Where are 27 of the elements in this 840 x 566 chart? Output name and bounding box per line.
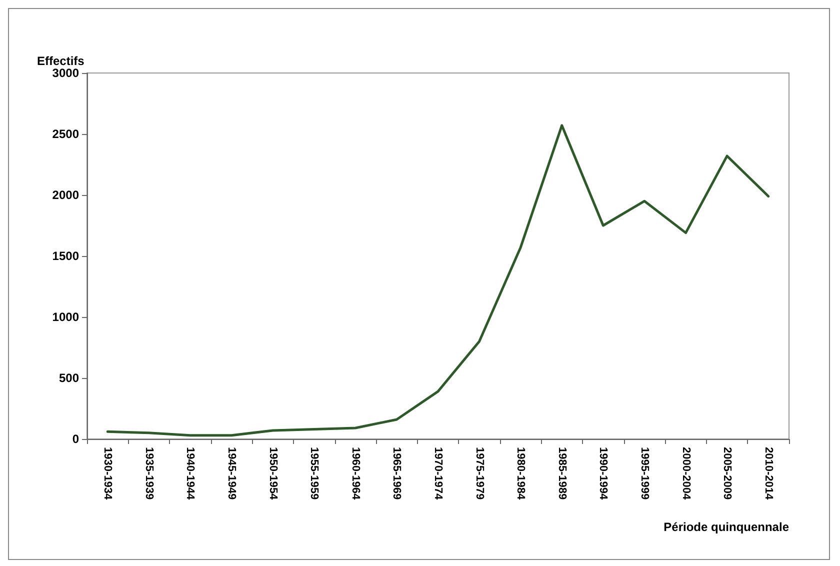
y-tick-label: 3000 [52,66,80,80]
y-tick-label: 2500 [52,127,80,141]
x-tick-label: 1960-1964 [349,447,362,500]
x-tick-label: 1970-1974 [432,447,444,500]
x-tick-label: 2000-2004 [680,447,692,500]
x-tick-label: 1985-1989 [556,447,568,500]
y-tick-label: 1000 [52,310,80,324]
x-tick-label: 1995-1999 [638,447,650,500]
line-series [106,124,770,437]
y-tick-label: 0 [72,432,80,446]
x-tick-label: 1935-1939 [142,447,155,500]
x-axis-title: Période quinquennale [664,520,790,534]
y-tick-label: 500 [58,371,80,385]
x-tick-label: 1975-1979 [473,447,486,500]
y-axis-title: Effectifs [37,54,85,68]
x-tick-label: 1930-1934 [102,447,114,500]
x-tick-label: 1945-1949 [226,447,238,500]
x-tick-label: 1955-1959 [308,447,320,500]
x-tick-label: 1965-1969 [390,447,403,500]
x-tick-label: 1950-1954 [266,447,279,500]
x-tick-label: 2005-2009 [721,447,734,500]
x-tick-label: 1990-1994 [597,447,610,500]
y-tick-label: 2000 [52,188,80,202]
x-tick-label: 2010-2014 [762,447,774,500]
x-tick-label: 1940-1944 [184,447,196,500]
x-tick-label: 1980-1984 [514,447,527,500]
y-tick-label: 1500 [52,249,80,263]
